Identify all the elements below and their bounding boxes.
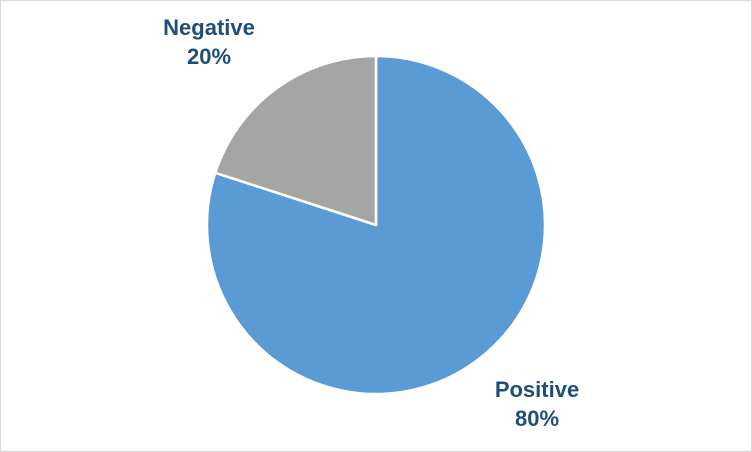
pie-slices (205, 54, 547, 396)
pie-slice-positive (205, 54, 547, 396)
data-label-positive: Positive 80% (477, 375, 597, 433)
slice-name-positive: Positive (494, 377, 580, 402)
slice-value-negative: 20% (186, 44, 232, 69)
pie-slice-negative (214, 54, 378, 227)
slice-name-negative: Negative (163, 15, 255, 40)
data-label-negative: Negative 20% (149, 13, 269, 71)
slice-value-positive: 80% (514, 406, 560, 431)
